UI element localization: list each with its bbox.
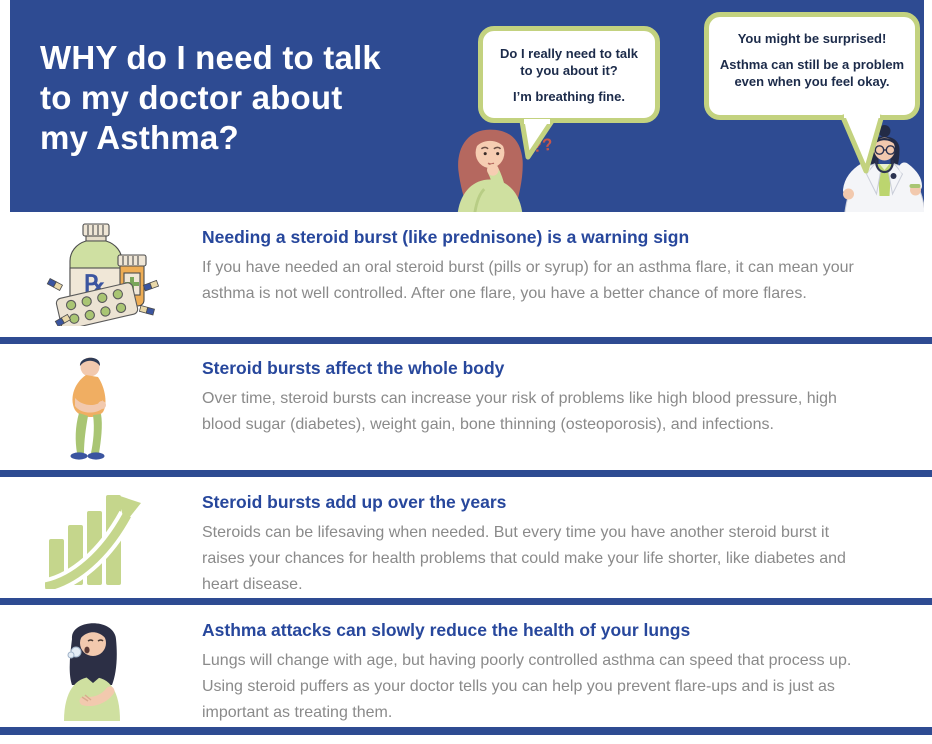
patient-speech-text: Do I really need to talk to you about it… bbox=[500, 46, 638, 78]
page-title-line: to my doctor about bbox=[40, 79, 343, 116]
doctor-bubble-tail bbox=[839, 113, 885, 174]
bottom-border-bar bbox=[0, 727, 932, 735]
section-body: If you have needed an oral steroid burst… bbox=[202, 259, 854, 302]
patient-bubble-tail bbox=[519, 119, 555, 160]
section-add-up: Steroid bursts add up over the years Ste… bbox=[0, 477, 932, 598]
doctor-speech-text: Asthma can still be a problem even when … bbox=[719, 57, 905, 89]
section-divider bbox=[0, 470, 932, 477]
section-divider bbox=[0, 337, 932, 344]
section-body: Lungs will change with age, but having p… bbox=[202, 652, 852, 721]
section-text-block: Asthma attacks can slowly reduce the hea… bbox=[202, 619, 870, 726]
patient-speech-bubble: Do I really need to talk to you about it… bbox=[478, 26, 660, 123]
section-whole-body: Steroid bursts affect the whole body Ove… bbox=[0, 344, 932, 470]
doctor-speech-bubble: You might be surprised! Asthma can still… bbox=[704, 12, 920, 120]
section-divider bbox=[0, 598, 932, 605]
section-body: Steroids can be lifesaving when needed. … bbox=[202, 524, 846, 593]
page-title-line: WHY do I need to talk bbox=[40, 39, 381, 76]
page-title-line: my Asthma? bbox=[40, 119, 239, 156]
rising-bar-chart-icon bbox=[45, 495, 141, 589]
doctor-illustration bbox=[843, 125, 924, 212]
doctor-speech-text: You might be surprised! bbox=[737, 31, 887, 46]
page-title: WHY do I need to talk to my doctor about… bbox=[40, 38, 381, 158]
section-heading: Steroid bursts affect the whole body bbox=[202, 358, 505, 378]
person-hunched-icon bbox=[70, 357, 106, 460]
section-heading: Needing a steroid burst (like prednisone… bbox=[202, 227, 690, 247]
section-text-block: Steroid bursts add up over the years Ste… bbox=[202, 491, 870, 598]
worried-woman-illustration bbox=[457, 129, 523, 212]
section-steroid-warning: ℞ Nee bbox=[0, 212, 932, 337]
medication-bottles-icon: ℞ bbox=[46, 223, 160, 326]
coughing-woman-icon bbox=[64, 623, 120, 721]
section-lung-health: Asthma attacks can slowly reduce the hea… bbox=[0, 605, 932, 727]
section-text-block: Steroid bursts affect the whole body Ove… bbox=[202, 357, 870, 438]
section-heading: Asthma attacks can slowly reduce the hea… bbox=[202, 620, 691, 640]
section-heading: Steroid bursts add up over the years bbox=[202, 492, 507, 512]
header-banner: WHY do I need to talk to my doctor about… bbox=[10, 0, 924, 212]
section-text-block: Needing a steroid burst (like prednisone… bbox=[202, 226, 870, 307]
section-body: Over time, steroid bursts can increase y… bbox=[202, 390, 837, 433]
patient-speech-text: I’m breathing fine. bbox=[513, 89, 625, 104]
